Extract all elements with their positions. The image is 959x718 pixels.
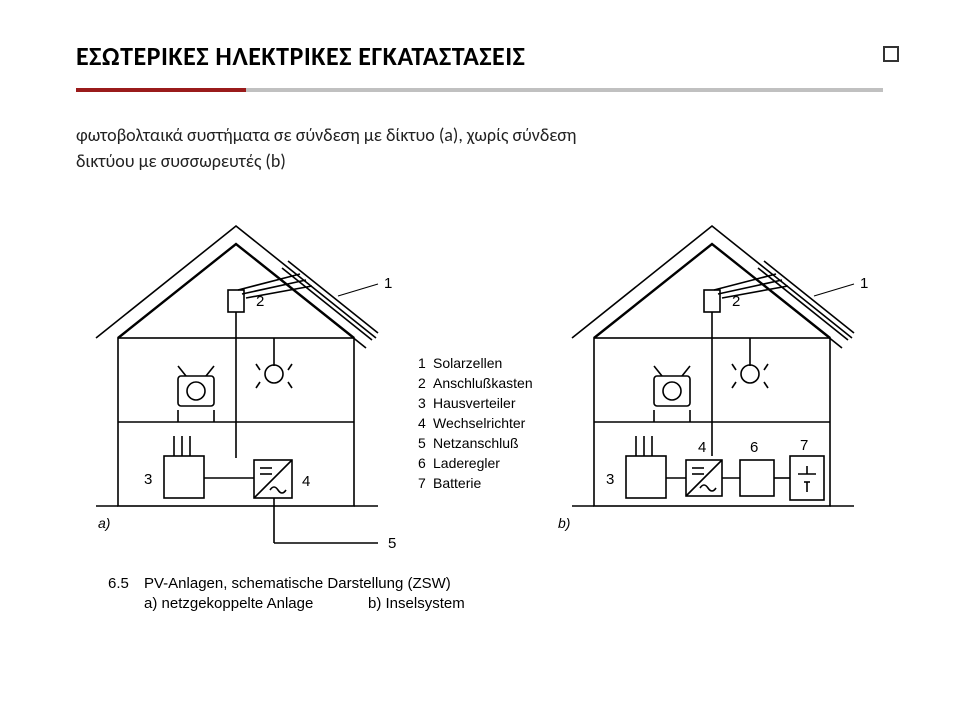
legend-3: Hausverteiler	[433, 395, 516, 411]
caption-fignum: 6.5	[108, 575, 129, 592]
callout-5: 5	[388, 535, 396, 552]
subtitle-line2: δικτύου με συσσωρευτές (b)	[76, 150, 286, 172]
callout-2a: 2	[256, 293, 264, 310]
svg-text:4: 4	[418, 415, 426, 431]
svg-text:5: 5	[418, 435, 426, 451]
callout-3a: 3	[144, 471, 152, 488]
callout-1b: 1	[860, 275, 868, 292]
svg-text:1: 1	[418, 355, 426, 371]
legend-4: Wechselrichter	[433, 415, 526, 431]
svg-text:2: 2	[418, 375, 426, 391]
caption-main: PV-Anlagen, schematische Darstellung (ZS…	[144, 575, 451, 592]
legend-2: Anschlußkasten	[433, 375, 533, 391]
callout-1a: 1	[384, 275, 392, 292]
pv-diagram: 1 2 3 4 5 a) 1 Solarzellen 2 Anschlußkas…	[78, 198, 882, 618]
accent-divider	[76, 88, 883, 92]
callout-7: 7	[800, 437, 808, 454]
callout-6: 6	[750, 439, 758, 456]
caption-a: a) netzgekoppelte Anlage	[144, 595, 313, 612]
label-a: a)	[98, 515, 110, 531]
legend-1: Solarzellen	[433, 355, 502, 371]
callout-3b: 3	[606, 471, 614, 488]
label-b: b)	[558, 515, 570, 531]
svg-text:7: 7	[418, 475, 426, 491]
subtitle-line1: φωτοβολταικά συστήματα σε σύνδεση με δίκ…	[76, 124, 576, 146]
page-title: ΕΣΩΤΕΡΙΚΕΣ ΗΛΕΚΤΡΙΚΕΣ ΕΓΚΑΤΑΣΤΑΣΕΙΣ	[76, 40, 883, 72]
callout-4a: 4	[302, 473, 310, 490]
subtitle: φωτοβολταικά συστήματα σε σύνδεση με δίκ…	[76, 122, 883, 174]
callout-4b: 4	[698, 439, 706, 456]
legend-7: Batterie	[433, 475, 481, 491]
slide-corner-marker	[883, 46, 899, 62]
svg-text:6: 6	[418, 455, 426, 471]
legend-6: Laderegler	[433, 455, 500, 471]
legend-5: Netzanschluß	[433, 435, 519, 451]
svg-text:3: 3	[418, 395, 426, 411]
caption-b: b) Inselsystem	[368, 595, 465, 612]
callout-2b: 2	[732, 293, 740, 310]
